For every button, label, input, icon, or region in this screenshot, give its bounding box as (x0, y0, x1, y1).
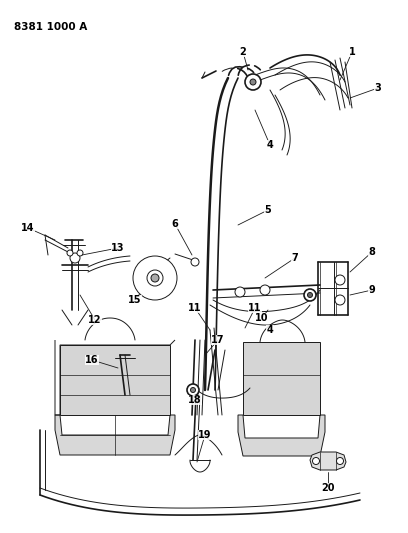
Text: 1: 1 (348, 47, 355, 57)
Text: 8381 1000 A: 8381 1000 A (14, 22, 87, 32)
Circle shape (250, 79, 256, 85)
Text: 12: 12 (88, 315, 102, 325)
Text: 14: 14 (21, 223, 35, 233)
Circle shape (151, 274, 159, 282)
Circle shape (304, 289, 316, 301)
Circle shape (335, 275, 345, 285)
Text: 11: 11 (248, 303, 262, 313)
Circle shape (191, 258, 199, 266)
Circle shape (77, 250, 83, 256)
Text: 6: 6 (172, 219, 178, 229)
Text: 4: 4 (266, 325, 273, 335)
Text: 8: 8 (368, 247, 375, 257)
Text: 19: 19 (198, 430, 212, 440)
Polygon shape (238, 415, 325, 456)
Circle shape (70, 253, 80, 263)
Circle shape (67, 250, 73, 256)
Text: 18: 18 (188, 395, 202, 405)
Polygon shape (55, 415, 175, 455)
Circle shape (147, 270, 163, 286)
Text: 5: 5 (265, 205, 271, 215)
Text: 3: 3 (375, 83, 381, 93)
Circle shape (337, 457, 344, 464)
Circle shape (260, 285, 270, 295)
Text: 13: 13 (111, 243, 125, 253)
Circle shape (235, 287, 245, 297)
Circle shape (313, 457, 319, 464)
Circle shape (187, 384, 199, 396)
Text: 9: 9 (368, 285, 375, 295)
Text: 11: 11 (188, 303, 202, 313)
Circle shape (191, 387, 195, 392)
Circle shape (335, 295, 345, 305)
Polygon shape (243, 342, 320, 415)
Text: 4: 4 (266, 140, 273, 150)
Circle shape (308, 293, 313, 297)
Circle shape (245, 74, 261, 90)
Text: 10: 10 (255, 313, 269, 323)
Text: 7: 7 (292, 253, 298, 263)
Text: 16: 16 (85, 355, 99, 365)
Circle shape (133, 256, 177, 300)
Text: 2: 2 (239, 47, 246, 57)
Text: 20: 20 (321, 483, 335, 493)
Text: 17: 17 (211, 335, 225, 345)
Polygon shape (310, 452, 346, 470)
Polygon shape (60, 345, 170, 415)
Text: 15: 15 (128, 295, 142, 305)
